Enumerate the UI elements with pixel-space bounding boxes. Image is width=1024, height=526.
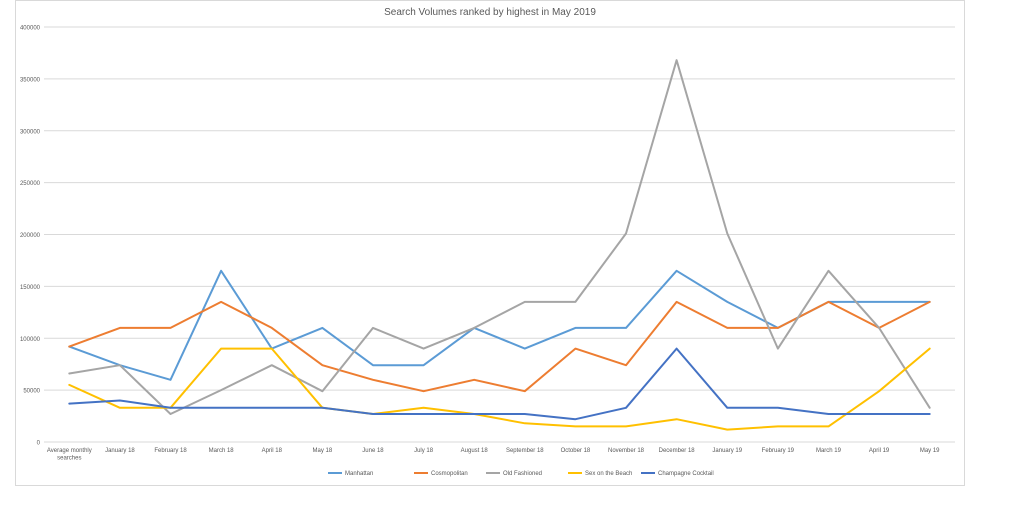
x-tick-label: May 18 (313, 448, 333, 454)
x-tick-label: August 18 (461, 448, 489, 454)
legend-label: Old Fashioned (503, 471, 542, 477)
x-tick-label: April 18 (262, 448, 283, 454)
x-tick-label: searches (57, 456, 81, 462)
x-tick-label: February 18 (154, 448, 187, 454)
y-tick-label: 200000 (20, 233, 41, 239)
series-line-manhattan (68, 269, 931, 381)
legend-label: Champagne Cocktail (658, 471, 714, 477)
series-line-champagne-cocktail (68, 347, 931, 421)
x-tick-label: March 19 (816, 448, 842, 454)
x-tick-label: April 19 (869, 448, 890, 454)
x-tick-label: February 19 (762, 448, 795, 454)
x-tick-label: December 18 (659, 448, 696, 454)
y-tick-label: 350000 (20, 77, 41, 83)
y-tick-label: 100000 (20, 337, 41, 343)
x-tick-label: March 18 (209, 448, 235, 454)
x-axis: Average monthly searches January 18 Februar… (47, 448, 940, 462)
x-tick-label: November 18 (608, 448, 645, 454)
y-tick-label: 400000 (20, 26, 41, 32)
y-tick-label: 300000 (20, 129, 41, 135)
series-line-cosmopolitan (68, 300, 931, 393)
y-tick-label: 0 (37, 441, 41, 447)
y-tick-label: 150000 (20, 285, 41, 291)
series-lines (68, 59, 931, 431)
x-tick-label: January 19 (712, 448, 742, 454)
y-tick-label: 250000 (20, 181, 41, 187)
x-tick-label: July 18 (414, 448, 434, 454)
y-tick-label: 50000 (23, 389, 40, 395)
x-tick-label: June 18 (362, 448, 384, 454)
chart-title: Search Volumes ranked by highest in May … (384, 7, 596, 18)
legend: Manhattan Cosmopolitan Old Fashioned Sex on… (328, 471, 714, 477)
legend-label: Cosmopolitan (431, 471, 468, 477)
x-tick-label: January 18 (105, 448, 135, 454)
x-tick-label: May 19 (920, 448, 940, 454)
x-tick-label: October 18 (561, 448, 591, 454)
x-tick-label: Average monthly (47, 448, 92, 454)
legend-label: Manhattan (345, 471, 373, 477)
gridlines (44, 26, 955, 443)
legend-label: Sex on the Beach (585, 471, 632, 477)
series-line-sex-on-the-beach (68, 347, 931, 431)
series-line-old-fashioned (68, 59, 931, 415)
x-tick-label: September 18 (506, 448, 544, 454)
y-axis: 0 50000 100000 150000 200000 250000 300000 3500… (20, 26, 41, 447)
